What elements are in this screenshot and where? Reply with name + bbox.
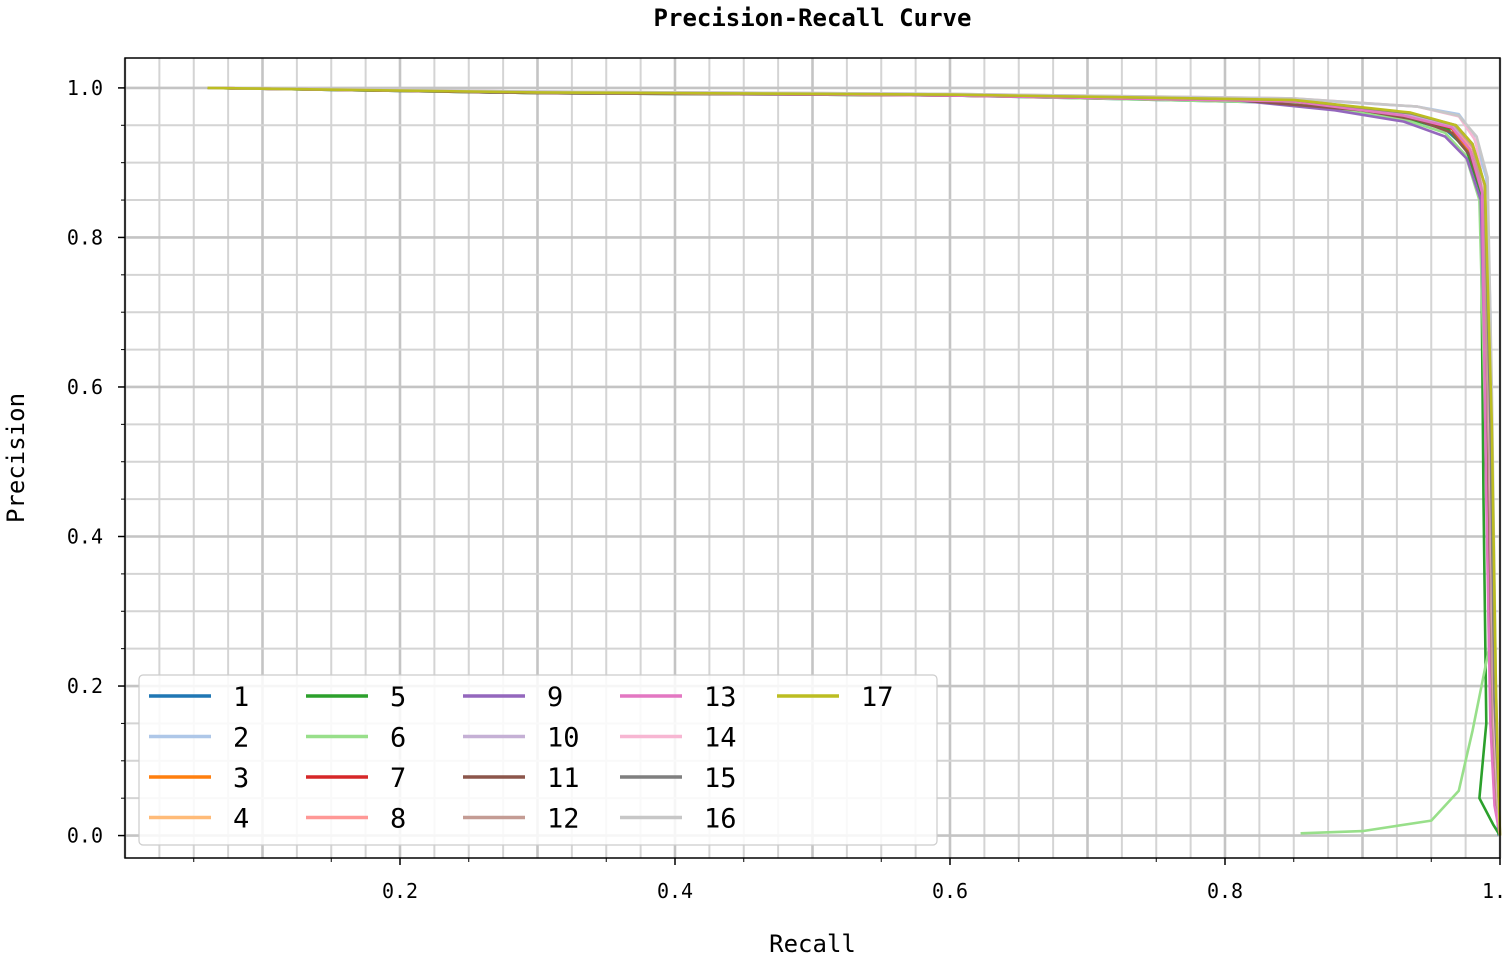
legend-label-8: 8 [390, 804, 406, 835]
series-lines [207, 86, 1502, 837]
legend-label-4: 4 [233, 804, 249, 835]
x-tick-label: 0.4 [657, 879, 693, 903]
y-tick-label: 0.0 [67, 824, 103, 848]
legend-label-5: 5 [390, 682, 406, 713]
x-tick-label: 1.0 [1482, 879, 1505, 903]
series-line-17 [207, 86, 1502, 836]
legend-label-14: 14 [704, 723, 737, 754]
x-tick-label: 0.6 [932, 879, 968, 903]
y-tick-label: 1.0 [67, 76, 103, 100]
legend-label-17: 17 [861, 682, 894, 713]
legend-label-11: 11 [547, 763, 580, 794]
legend-label-9: 9 [547, 682, 563, 713]
legend-label-15: 15 [704, 763, 737, 794]
y-tick-label: 0.2 [67, 674, 103, 698]
y-tick-label: 0.8 [67, 225, 103, 249]
plot-frame [124, 57, 1501, 859]
legend-label-3: 3 [233, 763, 249, 794]
legend-label-13: 13 [704, 682, 737, 713]
legend-label-2: 2 [233, 723, 249, 754]
y-tick-label: 0.4 [67, 525, 103, 549]
legend-box [138, 674, 938, 846]
y-tick-label: 0.6 [67, 375, 103, 399]
axis-ticks: 0.2 0.4 0.6 0.8 1.0 0.0 0.2 0.4 0.6 0.8 1.0 [67, 76, 1505, 903]
x-tick-label: 0.8 [1207, 879, 1243, 903]
chart-title: Precision-Recall Curve [654, 4, 972, 32]
legend-label-1: 1 [233, 682, 249, 713]
legend-label-10: 10 [547, 723, 580, 754]
legend-label-16: 16 [704, 804, 737, 835]
legend-label-7: 7 [390, 763, 406, 794]
legend-label-12: 12 [547, 804, 580, 835]
x-axis-label: Recall [769, 930, 856, 958]
legend-label-6: 6 [390, 723, 406, 754]
y-axis-label: Precision [2, 393, 30, 523]
x-tick-label: 0.2 [382, 879, 418, 903]
